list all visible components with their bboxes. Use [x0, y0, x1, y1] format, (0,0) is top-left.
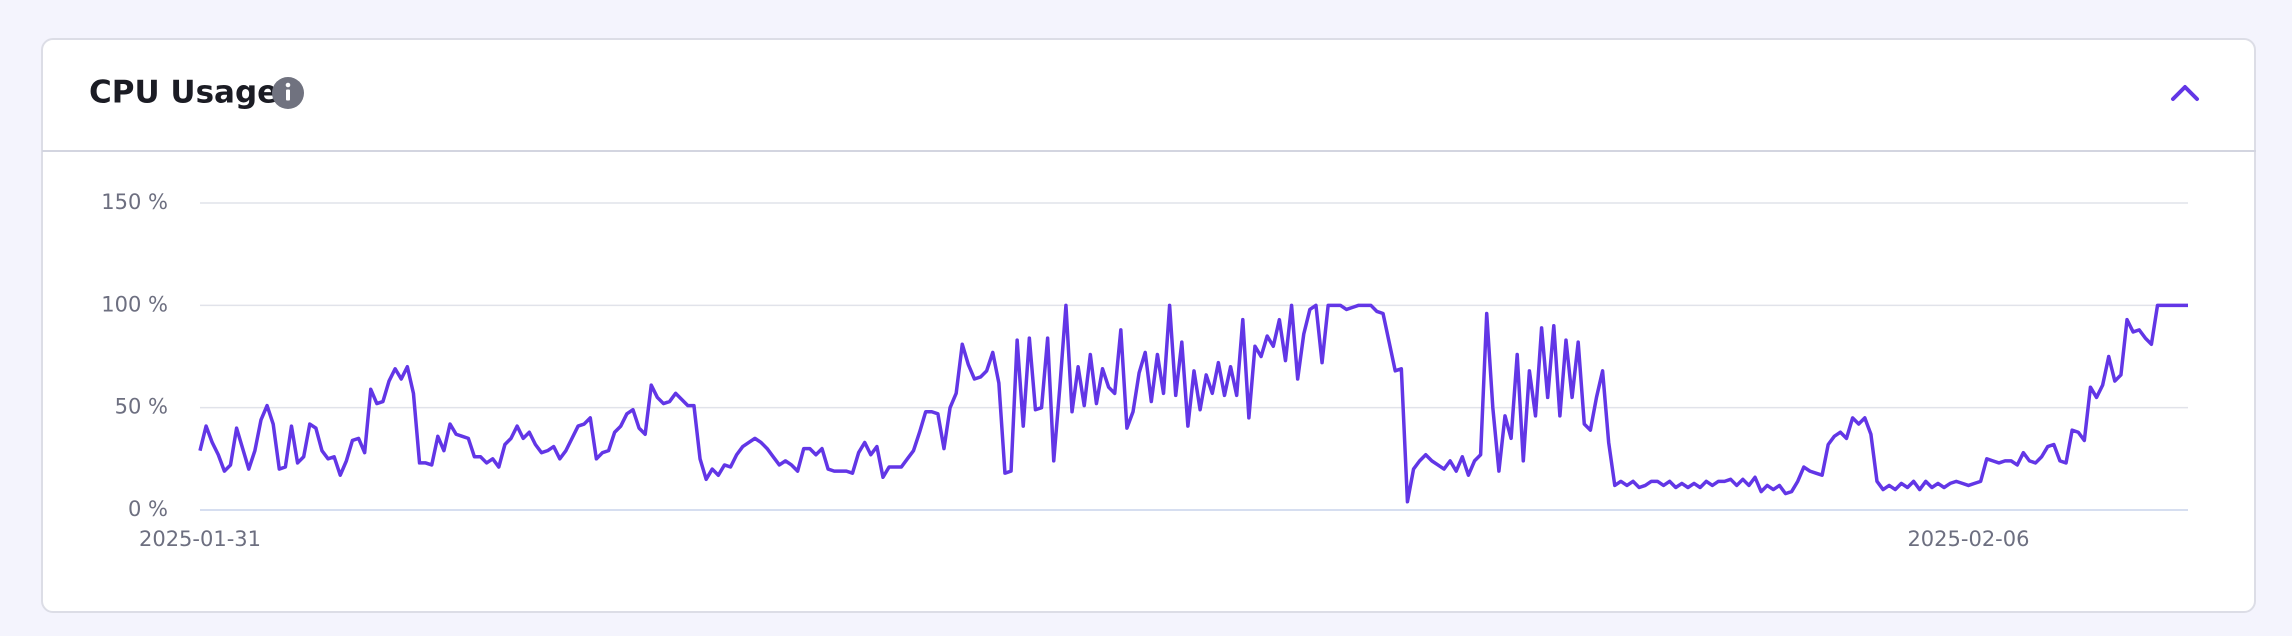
card	[41, 38, 2256, 613]
info-icon[interactable]	[272, 77, 304, 109]
chart-title: CPU Usage	[89, 75, 278, 111]
y-tick-label: 50 %	[115, 395, 168, 419]
collapse-chevron[interactable]	[2171, 85, 2199, 101]
y-tick-label: 100 %	[101, 292, 168, 316]
x-tick-label: 2025-02-06	[1907, 527, 2029, 551]
line-series	[198, 303, 2188, 504]
y-tick-label: 0 %	[128, 497, 168, 521]
y-tick-label: 150 %	[101, 190, 168, 214]
x-tick-label: 2025-01-31	[139, 527, 261, 551]
